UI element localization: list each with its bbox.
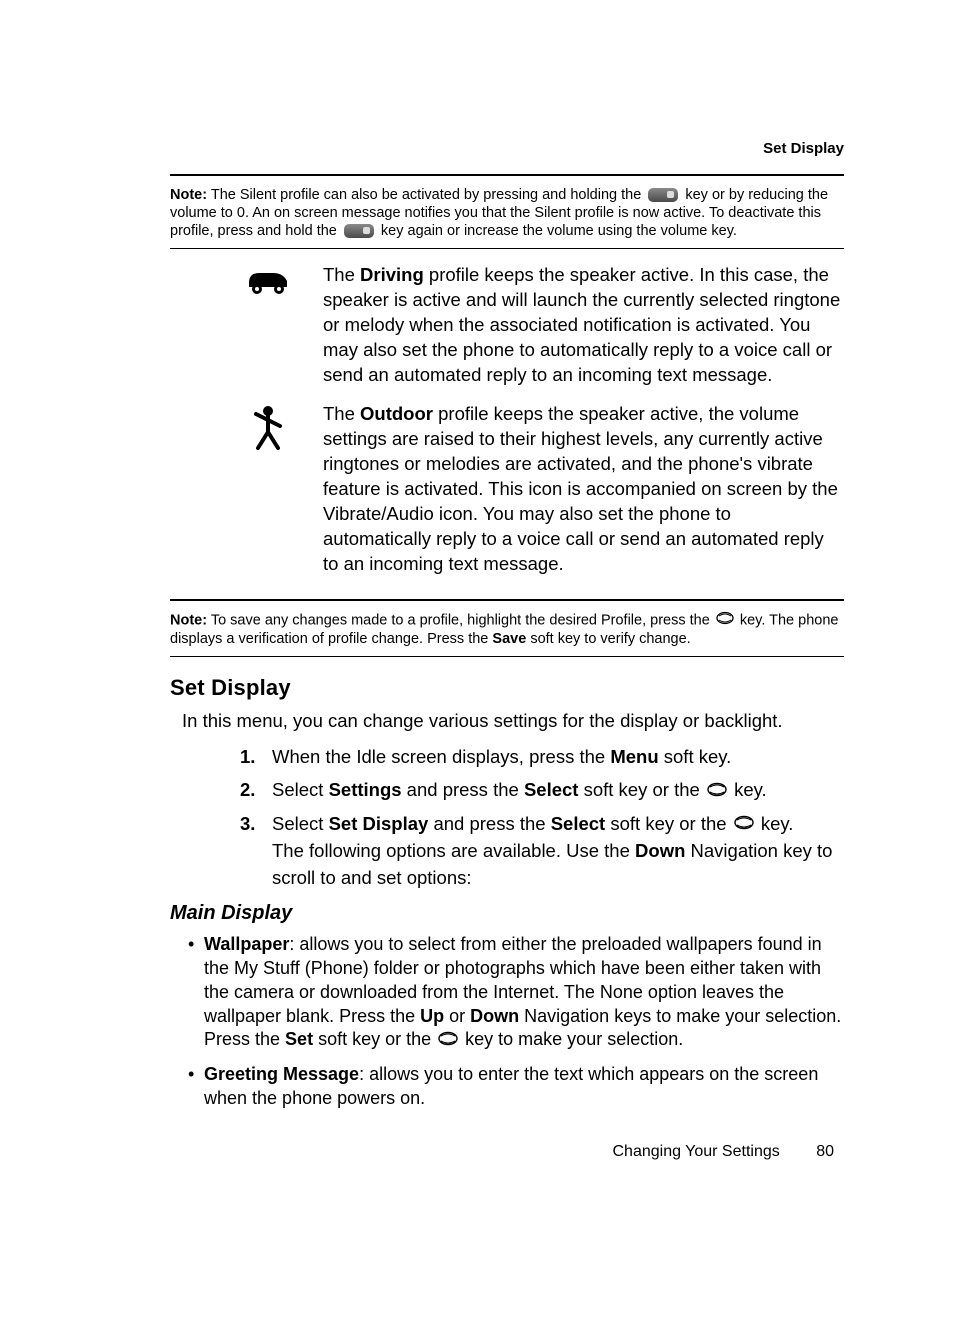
ok-key-icon <box>716 611 734 630</box>
outdoor-icon <box>240 402 295 457</box>
profile-name: Outdoor <box>360 403 433 424</box>
settings-label: Settings <box>329 779 402 800</box>
rule <box>170 248 844 249</box>
step-text: When the Idle screen displays, press the <box>272 746 610 767</box>
heading-set-display: Set Display <box>170 675 844 701</box>
select-label: Select <box>524 779 579 800</box>
heading-main-display: Main Display <box>170 902 844 925</box>
note-text: The Silent profile can also be activated… <box>211 187 645 203</box>
pound-key-icon <box>344 224 374 238</box>
profile-desc: profile keeps the speaker active, the vo… <box>323 403 838 574</box>
profile-name: Driving <box>360 264 424 285</box>
bullet-text: key to make your selection. <box>465 1029 683 1049</box>
bullet-text: or <box>444 1006 470 1026</box>
step-text: key. <box>734 779 767 800</box>
ok-key-icon <box>438 1029 458 1053</box>
step-text: soft key or the <box>605 813 731 834</box>
step-number: 1. <box>240 744 272 771</box>
page-footer: Changing Your Settings 80 <box>613 1143 835 1161</box>
rule <box>170 599 844 601</box>
set-label: Set <box>285 1029 313 1049</box>
step-item: 2. Select Settings and press the Select … <box>240 777 844 805</box>
note-save-profile: Note: To save any changes made to a prof… <box>170 607 844 652</box>
step-text: Select <box>272 813 329 834</box>
bullet-list: Wallpaper: allows you to select from eit… <box>188 933 844 1111</box>
page-header-section: Set Display <box>763 140 844 157</box>
rule <box>170 656 844 657</box>
step-text: soft key or the <box>578 779 704 800</box>
select-label: Select <box>551 813 606 834</box>
step-text: soft key. <box>659 746 732 767</box>
list-item: Wallpaper: allows you to select from eit… <box>188 933 844 1053</box>
note-label: Note: <box>170 612 207 628</box>
up-label: Up <box>420 1006 444 1026</box>
step-item: 3. Select Set Display and press the Sele… <box>240 811 844 892</box>
down-label: Down <box>470 1006 519 1026</box>
wallpaper-label: Wallpaper <box>204 934 289 954</box>
note-silent-profile: Note: The Silent profile can also be act… <box>170 182 844 244</box>
page-number: 80 <box>816 1143 834 1160</box>
ok-key-icon <box>734 811 754 838</box>
step-item: 1. When the Idle screen displays, press … <box>240 744 844 771</box>
down-label: Down <box>635 840 685 861</box>
steps-list: 1. When the Idle screen displays, press … <box>240 744 844 891</box>
save-label: Save <box>492 631 526 647</box>
setdisplay-label: Set Display <box>329 813 429 834</box>
step-text: Select <box>272 779 329 800</box>
note-text: To save any changes made to a profile, h… <box>211 612 714 628</box>
ok-key-icon <box>707 778 727 805</box>
step-number: 3. <box>240 811 272 892</box>
profile-driving: The Driving profile keeps the speaker ac… <box>240 263 844 388</box>
step-text: and press the <box>402 779 524 800</box>
driving-icon <box>240 263 295 318</box>
step-number: 2. <box>240 777 272 805</box>
step-text: and press the <box>428 813 550 834</box>
menu-key-label: Menu <box>610 746 658 767</box>
greeting-label: Greeting Message <box>204 1064 359 1084</box>
profile-text: The Outdoor profile keeps the speaker ac… <box>323 402 844 577</box>
list-item: Greeting Message: allows you to enter th… <box>188 1063 844 1111</box>
note-label: Note: <box>170 187 207 203</box>
pound-key-icon <box>648 188 678 202</box>
intro-text: In this menu, you can change various set… <box>182 709 844 734</box>
rule <box>170 174 844 176</box>
profile-outdoor: The Outdoor profile keeps the speaker ac… <box>240 402 844 577</box>
bullet-text: soft key or the <box>313 1029 436 1049</box>
profile-text: The Driving profile keeps the speaker ac… <box>323 263 844 388</box>
step-text: The following options are available. Use… <box>272 840 635 861</box>
step-text: key. <box>761 813 794 834</box>
note-text: key again or increase the volume using t… <box>381 223 737 239</box>
note-text: soft key to verify change. <box>530 631 690 647</box>
chapter-name: Changing Your Settings <box>613 1143 780 1160</box>
